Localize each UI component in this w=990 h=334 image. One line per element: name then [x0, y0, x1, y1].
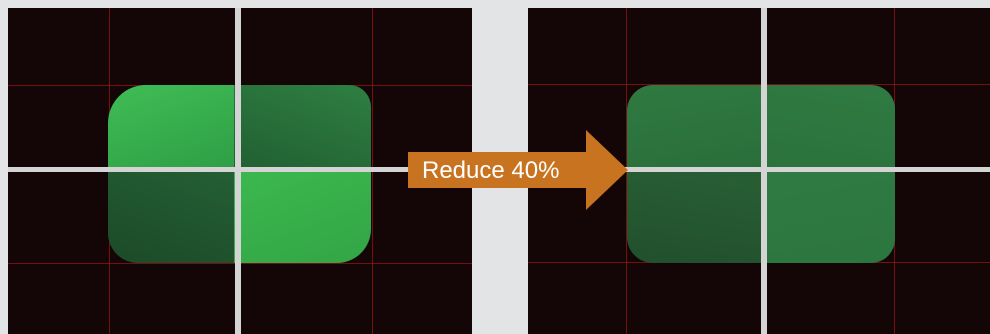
green-sample-after	[627, 85, 895, 263]
grid-line	[528, 84, 990, 85]
right-arrow-icon	[408, 130, 628, 210]
green-sample-before	[108, 85, 371, 263]
reduction-label: Reduce 40%	[422, 157, 560, 184]
